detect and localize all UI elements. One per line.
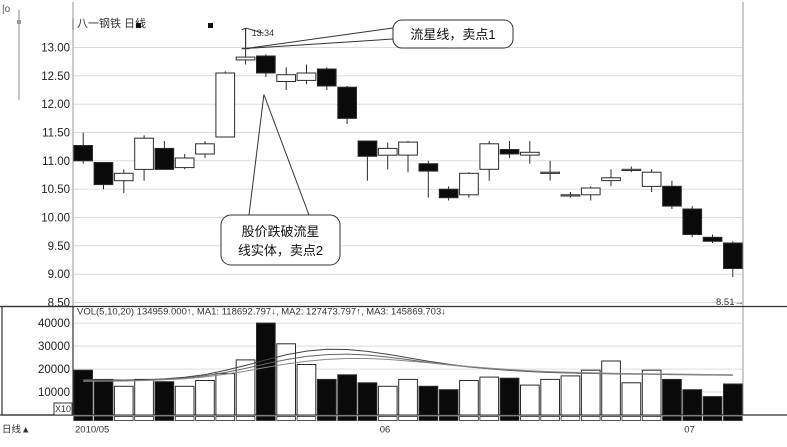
svg-text:VOL(5,10,20) 134959.000↑, MA: VOL(5,10,20) 134959.000↑, MA1: 118692.79… (77, 307, 446, 318)
svg-text:10000: 10000 (38, 387, 70, 399)
svg-text:30000: 30000 (38, 341, 70, 353)
svg-text:2010/05: 2010/05 (75, 425, 109, 436)
svg-text:13.34: 13.34 (252, 28, 275, 38)
svg-text:日线▲: 日线▲ (2, 424, 30, 436)
svg-text:07: 07 (684, 425, 695, 436)
svg-text:8.51→: 8.51→ (716, 297, 744, 308)
svg-text:12.50: 12.50 (41, 71, 70, 83)
svg-text:40000: 40000 (38, 318, 70, 330)
svg-text:9.00: 9.00 (48, 269, 70, 281)
svg-text:线实体，卖点2: 线实体，卖点2 (238, 243, 323, 258)
svg-text:11.00: 11.00 (42, 156, 70, 168)
svg-text:流星线，卖点1: 流星线，卖点1 (410, 27, 495, 42)
svg-text:9.50: 9.50 (48, 241, 70, 253)
svg-text:13.00: 13.00 (41, 43, 70, 55)
svg-text:股价跌破流星: 股价跌破流星 (241, 224, 319, 239)
svg-text:8.50: 8.50 (48, 298, 70, 310)
svg-text:八一钢铁 日线: 八一钢铁 日线 (77, 16, 146, 30)
svg-text:12.00: 12.00 (41, 99, 70, 111)
svg-text:|o: |o (2, 4, 11, 15)
svg-text:11.50: 11.50 (42, 128, 70, 140)
svg-text:10.50: 10.50 (41, 184, 70, 196)
svg-text:06: 06 (380, 425, 391, 436)
svg-text:20000: 20000 (38, 364, 70, 376)
svg-text:X10: X10 (55, 404, 71, 414)
svg-text:10.00: 10.00 (41, 213, 70, 225)
